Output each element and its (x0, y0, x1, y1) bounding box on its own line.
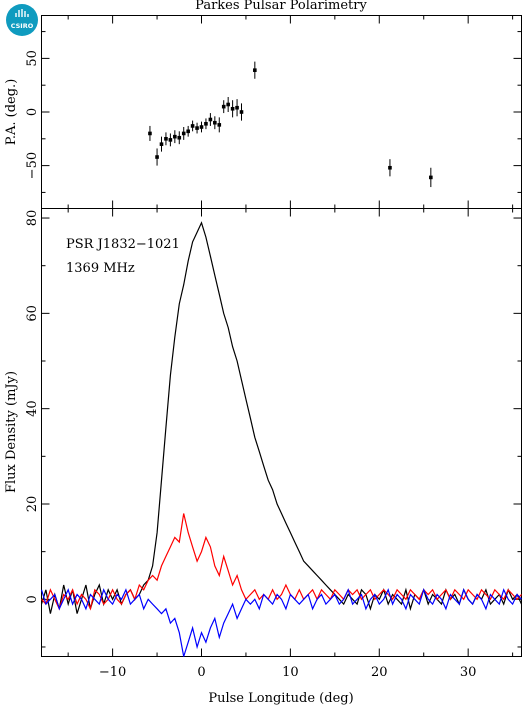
pa-point (186, 129, 190, 134)
linear-polarization-line (41, 513, 522, 611)
x-axis-label: Pulse Longitude (deg) (208, 691, 353, 706)
csiro-logo-disc (6, 4, 38, 36)
pulsar-name-annotation: PSR J1832−1021 (66, 237, 180, 252)
pa-point (199, 125, 204, 129)
x-tick-label: 0 (197, 665, 205, 680)
pa-data-points (148, 61, 433, 188)
pa-point (155, 155, 159, 159)
csiro-logo-text: CSIRO (11, 22, 34, 30)
pa-y-tick-label: 50 (25, 50, 40, 67)
pa-point (168, 138, 173, 142)
flux-series-lines (40, 221, 522, 657)
flux-y-tick-label: 0 (25, 595, 40, 603)
flux-y-tick-labels: 0 20 40 60 80 (25, 210, 40, 604)
x-tick-label: 30 (460, 665, 477, 680)
pa-y-tick-label: 0 (25, 108, 40, 116)
pa-point (204, 121, 208, 126)
pa-point (208, 117, 213, 122)
frequency-annotation: 1369 MHz (66, 261, 135, 276)
pa-point (190, 124, 195, 128)
pa-point (148, 131, 152, 136)
pa-point (181, 131, 186, 136)
pa-axis-label: P.A. (deg.) (4, 79, 19, 146)
chart-title: Parkes Pulsar Polarimetry (195, 0, 367, 13)
circular-polarization-line (40, 588, 522, 657)
pa-point (226, 102, 230, 107)
total-intensity-line (40, 221, 522, 614)
flux-y-tick-label: 60 (25, 305, 40, 322)
axis-ticks (41, 15, 522, 657)
pa-y-tick-labels: −50 0 50 (25, 50, 40, 179)
flux-y-tick-label: 20 (25, 496, 40, 513)
pa-point (213, 120, 217, 125)
pa-y-tick-label: −50 (25, 152, 40, 179)
pa-point (173, 134, 177, 139)
x-tick-label: 10 (282, 665, 299, 680)
pa-point (164, 137, 168, 141)
pa-point (217, 123, 222, 127)
pa-panel-frame (41, 15, 522, 209)
flux-y-tick-label: 80 (25, 210, 40, 227)
pa-point (235, 105, 239, 110)
pa-point (239, 110, 244, 114)
pa-point (195, 126, 199, 130)
pa-point (429, 175, 433, 180)
flux-axis-label: Flux Density (mJy) (4, 371, 19, 493)
pa-point (388, 165, 392, 170)
pa-point (253, 68, 257, 72)
csiro-logo-bars (15, 9, 29, 17)
x-tick-label: 20 (371, 665, 388, 680)
flux-y-tick-label: 40 (25, 400, 40, 417)
x-tick-labels: −10 0 10 20 30 (99, 665, 477, 680)
pa-point (230, 106, 235, 111)
x-tick-label: −10 (99, 665, 126, 680)
csiro-logo: CSIRO (6, 4, 38, 36)
pa-point (221, 104, 226, 109)
pa-point (159, 142, 164, 146)
pa-point (177, 135, 182, 140)
